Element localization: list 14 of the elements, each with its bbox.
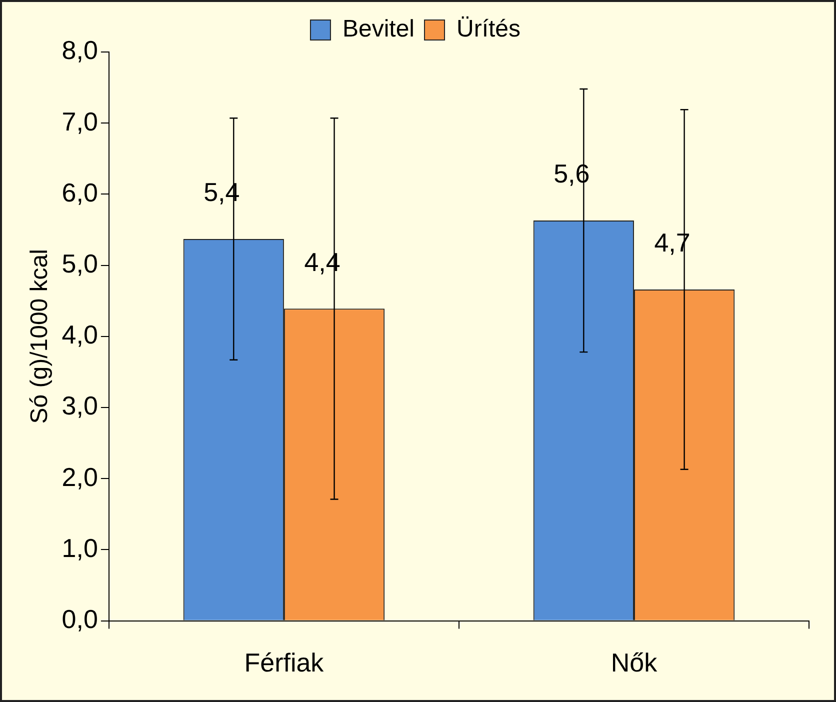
y-tick-label: 8,0 [62, 35, 98, 66]
y-axis-title: Só (g)/1000 kcal [26, 249, 54, 424]
x-tick-label: Nők [610, 648, 658, 678]
legend-label: Bevitel [342, 16, 415, 43]
y-tick-label: 3,0 [62, 390, 98, 421]
y-tick-label: 5,0 [62, 248, 98, 278]
y-tick-label: 1,0 [62, 532, 98, 563]
legend-label: Ürítés [456, 16, 521, 43]
y-tick-label: 6,0 [62, 177, 98, 208]
y-tick-label: 0,0 [62, 604, 98, 634]
y-tick-label: 7,0 [62, 106, 98, 136]
x-tick-label: Férfiak [244, 648, 325, 678]
y-tick-label: 4,0 [62, 320, 98, 350]
y-tick-label: 2,0 [62, 462, 98, 492]
